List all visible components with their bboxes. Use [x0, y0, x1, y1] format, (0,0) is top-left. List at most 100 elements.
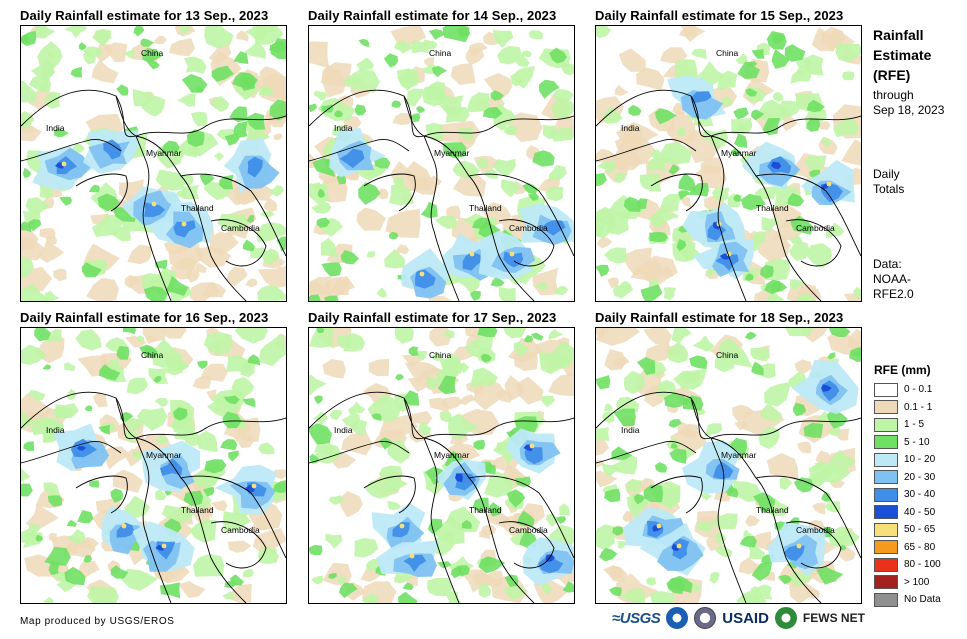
- fewsnet-globe-icon: [774, 607, 797, 629]
- legend-swatch: [874, 382, 898, 397]
- logo-strip: ≈USGS USAID FEWS NET: [612, 607, 865, 629]
- country-label-china: China: [429, 48, 451, 58]
- legend-item: 0.1 - 1: [874, 399, 941, 417]
- country-label-myanmar: Myanmar: [721, 450, 757, 460]
- legend-item: 20 - 30: [874, 469, 941, 487]
- legend-item: No Data: [874, 591, 941, 609]
- rainfall-map: China India Myanmar Thailand Cambodia: [595, 25, 862, 302]
- country-label-thailand: Thailand: [181, 203, 214, 213]
- map-canvas: China India Myanmar Thailand Cambodia: [596, 26, 861, 301]
- country-label-india: India: [46, 123, 65, 133]
- country-label-myanmar: Myanmar: [721, 148, 757, 158]
- country-label-thailand: Thailand: [756, 203, 789, 213]
- country-label-cambodia: Cambodia: [509, 223, 548, 233]
- country-label-china: China: [716, 350, 738, 360]
- panel-title: Daily Rainfall estimate for 15 Sep., 202…: [595, 8, 844, 23]
- legend-label: 20 - 30: [904, 471, 936, 483]
- rainfall-map: China India Myanmar Thailand Cambodia: [20, 25, 287, 302]
- legend-swatch: [874, 400, 898, 415]
- fewsnet-logo: FEWS NET: [802, 611, 865, 625]
- legend-swatch: [874, 575, 898, 590]
- map-canvas: China India Myanmar Thailand Cambodia: [596, 328, 861, 603]
- through-date: through Sep 18, 2023: [873, 88, 945, 117]
- country-label-myanmar: Myanmar: [146, 148, 182, 158]
- legend-swatch: [874, 470, 898, 485]
- legend: 0 - 0.1 0.1 - 1 1 - 5 5 - 10 10 - 20 20 - 30 3…: [874, 381, 941, 609]
- country-label-cambodia: Cambodia: [509, 525, 548, 535]
- country-label-china: China: [141, 48, 163, 58]
- country-label-india: India: [334, 425, 353, 435]
- legend-swatch: [874, 505, 898, 520]
- country-label-cambodia: Cambodia: [796, 525, 835, 535]
- legend-label: 5 - 10: [904, 436, 930, 448]
- credit-text: Map produced by USGS/EROS: [20, 616, 175, 627]
- country-label-myanmar: Myanmar: [146, 450, 182, 460]
- legend-item: 5 - 10: [874, 434, 941, 452]
- country-label-cambodia: Cambodia: [221, 223, 260, 233]
- data-source: Data: NOAA- RFE2.0: [873, 257, 914, 301]
- legend-label: 40 - 50: [904, 506, 936, 518]
- usgs-logo: ≈USGS: [612, 609, 661, 627]
- legend-swatch: [874, 592, 898, 607]
- country-label-thailand: Thailand: [469, 203, 502, 213]
- rainfall-map: China India Myanmar Thailand Cambodia: [308, 25, 575, 302]
- legend-item: 30 - 40: [874, 486, 941, 504]
- legend-item: 80 - 100: [874, 556, 941, 574]
- legend-title: RFE (mm): [874, 363, 931, 377]
- legend-label: 30 - 40: [904, 489, 936, 501]
- country-label-myanmar: Myanmar: [434, 450, 470, 460]
- legend-label: 65 - 80: [904, 541, 936, 553]
- country-label-cambodia: Cambodia: [221, 525, 260, 535]
- map-canvas: China India Myanmar Thailand Cambodia: [21, 26, 286, 301]
- legend-item: 50 - 65: [874, 521, 941, 539]
- legend-swatch: [874, 557, 898, 572]
- country-label-thailand: Thailand: [181, 505, 214, 515]
- legend-swatch: [874, 522, 898, 537]
- panel-title: Daily Rainfall estimate for 14 Sep., 202…: [308, 8, 557, 23]
- legend-label: 80 - 100: [904, 559, 941, 571]
- panel-title: Daily Rainfall estimate for 13 Sep., 202…: [20, 8, 269, 23]
- country-label-cambodia: Cambodia: [796, 223, 835, 233]
- legend-label: 0.1 - 1: [904, 401, 933, 413]
- legend-swatch: [874, 540, 898, 555]
- country-label-china: China: [141, 350, 163, 360]
- legend-swatch: [874, 417, 898, 432]
- legend-item: 0 - 0.1: [874, 381, 941, 399]
- country-label-myanmar: Myanmar: [434, 148, 470, 158]
- rainfall-map: China India Myanmar Thailand Cambodia: [308, 327, 575, 604]
- legend-label: 10 - 20: [904, 454, 936, 466]
- panel-title: Daily Rainfall estimate for 16 Sep., 202…: [20, 310, 269, 325]
- usaid-logo: USAID: [722, 609, 769, 627]
- legend-label: No Data: [904, 594, 941, 606]
- usda-seal-icon: [694, 607, 717, 629]
- rainfall-map: China India Myanmar Thailand Cambodia: [20, 327, 287, 604]
- noaa-logo-icon: [666, 607, 689, 629]
- legend-label: 50 - 65: [904, 524, 936, 536]
- legend-item: 40 - 50: [874, 504, 941, 522]
- country-label-india: India: [621, 425, 640, 435]
- legend-label: 1 - 5: [904, 419, 925, 431]
- legend-label: 0 - 0.1: [904, 384, 933, 396]
- country-label-india: India: [621, 123, 640, 133]
- country-label-india: India: [334, 123, 353, 133]
- panel-title: Daily Rainfall estimate for 17 Sep., 202…: [308, 310, 557, 325]
- map-canvas: China India Myanmar Thailand Cambodia: [21, 328, 286, 603]
- country-label-india: India: [46, 425, 65, 435]
- sidebar-title: Rainfall Estimate (RFE): [873, 27, 932, 83]
- country-label-china: China: [429, 350, 451, 360]
- panel-title: Daily Rainfall estimate for 18 Sep., 202…: [595, 310, 844, 325]
- country-label-china: China: [716, 48, 738, 58]
- legend-label: > 100: [904, 576, 930, 588]
- map-canvas: China India Myanmar Thailand Cambodia: [309, 328, 574, 603]
- legend-swatch: [874, 487, 898, 502]
- legend-item: 65 - 80: [874, 539, 941, 557]
- legend-item: 1 - 5: [874, 416, 941, 434]
- country-label-thailand: Thailand: [756, 505, 789, 515]
- legend-swatch: [874, 435, 898, 450]
- legend-item: 10 - 20: [874, 451, 941, 469]
- map-canvas: China India Myanmar Thailand Cambodia: [309, 26, 574, 301]
- legend-item: > 100: [874, 574, 941, 592]
- daily-totals-note: Daily Totals: [873, 167, 905, 196]
- legend-swatch: [874, 452, 898, 467]
- country-label-thailand: Thailand: [469, 505, 502, 515]
